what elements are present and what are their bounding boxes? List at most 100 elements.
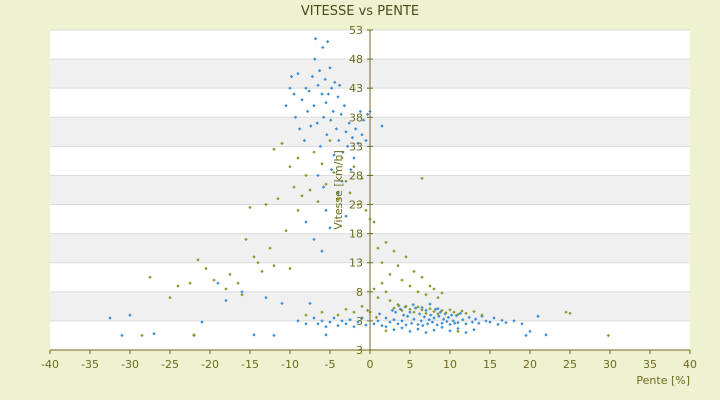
- data-point-series-1: [524, 333, 528, 338]
- x-tick-label: -10: [281, 358, 299, 371]
- x-tick-label: 40: [683, 358, 697, 371]
- x-tick-labels: -40 -35 -30 -25 -20 -15 -10 -5 0 5 10 15 20 25 30 35 40: [41, 350, 697, 371]
- y-tick-label: 48: [349, 53, 363, 66]
- data-point-series-2: [236, 281, 240, 285]
- data-point-series-1: [326, 92, 331, 96]
- data-point-series-1: [349, 167, 353, 172]
- x-tick-label: 30: [603, 358, 617, 371]
- data-point-series-1: [333, 80, 337, 85]
- chart-title: VITESSE vs PENTE: [301, 4, 419, 19]
- data-point-series-1: [288, 86, 292, 90]
- x-tick-label: 0: [367, 358, 374, 371]
- data-points: [108, 37, 611, 338]
- data-point-series-1: [325, 133, 329, 137]
- data-point-series-1: [320, 92, 324, 96]
- data-point-series-2: [244, 237, 248, 242]
- data-point-series-2: [176, 284, 180, 288]
- data-point-series-1: [325, 39, 330, 44]
- data-point-series-2: [248, 205, 252, 210]
- data-point-series-2: [606, 333, 611, 338]
- data-point-series-1: [313, 37, 318, 41]
- data-point-series-1: [331, 109, 335, 114]
- data-point-series-1: [350, 135, 355, 140]
- data-point-series-1: [240, 290, 244, 294]
- data-point-series-1: [224, 298, 228, 303]
- y-tick-label: 28: [349, 169, 363, 182]
- x-tick-label: 20: [523, 358, 537, 371]
- y-tick-label: 3: [356, 315, 363, 328]
- y-tick-label: 33: [349, 140, 363, 153]
- x-tick-label: -35: [81, 358, 99, 371]
- data-point-series-1: [329, 118, 333, 122]
- y-axis-title: Vitesse [km/h]: [332, 150, 345, 230]
- x-tick-label: 25: [563, 358, 577, 371]
- data-point-series-2: [204, 266, 208, 271]
- data-point-series-2: [240, 293, 244, 297]
- data-point-series-2: [564, 310, 568, 314]
- x-tick-label: -15: [241, 358, 259, 371]
- y-tick-label: 38: [349, 111, 363, 124]
- data-point-series-1: [292, 92, 296, 96]
- data-point-series-1: [361, 118, 366, 122]
- data-point-series-2: [148, 275, 152, 279]
- x-tick-label: 10: [443, 358, 457, 371]
- y-tick-label: 3: [356, 344, 363, 357]
- x-tick-label: 5: [407, 358, 414, 371]
- data-point-series-1: [536, 314, 540, 318]
- data-point-series-1: [296, 71, 300, 76]
- data-point-series-2: [212, 278, 216, 282]
- x-tick-label: -40: [41, 358, 59, 371]
- y-tick-label: 18: [349, 228, 363, 241]
- data-point-series-1: [318, 144, 323, 149]
- data-point-series-1: [313, 57, 317, 61]
- data-point-series-1: [200, 320, 204, 324]
- data-point-series-1: [358, 109, 363, 114]
- data-point-series-2: [140, 333, 144, 338]
- data-point-series-1: [304, 86, 308, 90]
- data-point-series-1: [324, 101, 328, 105]
- data-point-series-1: [305, 109, 310, 114]
- data-point-series-1: [342, 103, 347, 108]
- data-point-series-1: [302, 138, 307, 143]
- data-point-series-1: [380, 124, 384, 128]
- x-tick-label: -5: [325, 358, 336, 371]
- y-tick-label: 53: [349, 24, 363, 37]
- data-point-series-1: [512, 319, 516, 323]
- y-tick-label: 43: [349, 82, 363, 95]
- data-point-series-2: [228, 272, 232, 277]
- data-point-series-2: [568, 311, 572, 316]
- x-tick-label: -25: [161, 358, 179, 371]
- x-tick-label: -20: [201, 358, 219, 371]
- data-point-series-1: [284, 103, 288, 108]
- data-point-series-1: [152, 332, 156, 336]
- data-point-series-2: [168, 295, 172, 300]
- x-axis-title: Pente [%]: [636, 374, 690, 387]
- data-point-series-1: [336, 95, 340, 99]
- data-point-series-1: [337, 138, 341, 143]
- data-point-series-1: [310, 74, 315, 79]
- y-tick-label: 13: [349, 257, 363, 270]
- y-tick-label: 8: [356, 286, 363, 299]
- y-tick-label: 23: [349, 199, 363, 212]
- data-point-series-2: [192, 333, 196, 337]
- data-point-series-1: [216, 281, 220, 285]
- data-point-series-1: [544, 333, 548, 337]
- data-point-series-2: [224, 287, 228, 291]
- data-point-series-1: [252, 333, 256, 337]
- data-point-series-1: [329, 86, 334, 90]
- data-point-series-1: [309, 124, 313, 128]
- data-point-series-1: [312, 103, 316, 108]
- data-point-series-1: [334, 127, 339, 131]
- data-point-series-1: [128, 313, 132, 317]
- data-point-series-2: [188, 281, 192, 285]
- data-point-series-2: [196, 258, 200, 262]
- x-tick-label: 15: [483, 358, 497, 371]
- data-point-series-2: [404, 255, 408, 259]
- x-tick-label: 35: [643, 358, 657, 371]
- data-point-series-1: [341, 150, 345, 154]
- x-tick-label: -30: [121, 358, 139, 371]
- data-point-series-1: [323, 77, 327, 82]
- data-point-series-1: [317, 69, 322, 73]
